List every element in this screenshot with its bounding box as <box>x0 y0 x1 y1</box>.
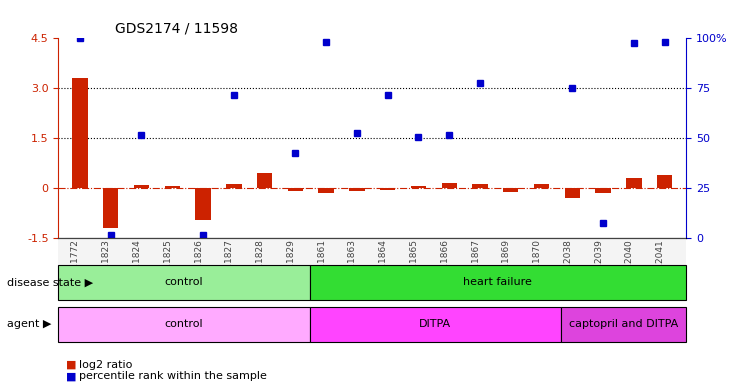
Bar <box>103 188 118 228</box>
Bar <box>134 185 149 188</box>
Text: GDS2174 / 11598: GDS2174 / 11598 <box>115 22 238 36</box>
Bar <box>196 188 211 220</box>
Bar <box>596 188 611 193</box>
Bar <box>72 78 88 188</box>
Bar <box>318 188 334 193</box>
Text: ■: ■ <box>66 360 76 370</box>
Text: control: control <box>165 319 203 329</box>
Bar <box>657 175 672 188</box>
Bar <box>380 188 396 190</box>
Bar <box>257 173 272 188</box>
Bar <box>288 188 303 192</box>
Text: heart failure: heart failure <box>464 277 532 287</box>
Bar <box>503 188 518 192</box>
Text: captopril and DITPA: captopril and DITPA <box>569 319 678 329</box>
Bar <box>411 187 426 188</box>
Bar <box>226 184 242 188</box>
Text: agent ▶: agent ▶ <box>7 319 52 329</box>
Text: control: control <box>165 277 203 287</box>
Text: percentile rank within the sample: percentile rank within the sample <box>79 371 266 381</box>
Text: log2 ratio: log2 ratio <box>79 360 132 370</box>
Bar <box>442 183 457 188</box>
Text: DITPA: DITPA <box>419 319 451 329</box>
Text: ■: ■ <box>66 371 76 381</box>
Bar <box>626 178 642 188</box>
Bar <box>472 184 488 188</box>
Text: disease state ▶: disease state ▶ <box>7 277 93 287</box>
Bar <box>349 188 364 192</box>
Bar <box>564 188 580 198</box>
Bar <box>534 184 549 188</box>
Bar <box>164 187 180 188</box>
